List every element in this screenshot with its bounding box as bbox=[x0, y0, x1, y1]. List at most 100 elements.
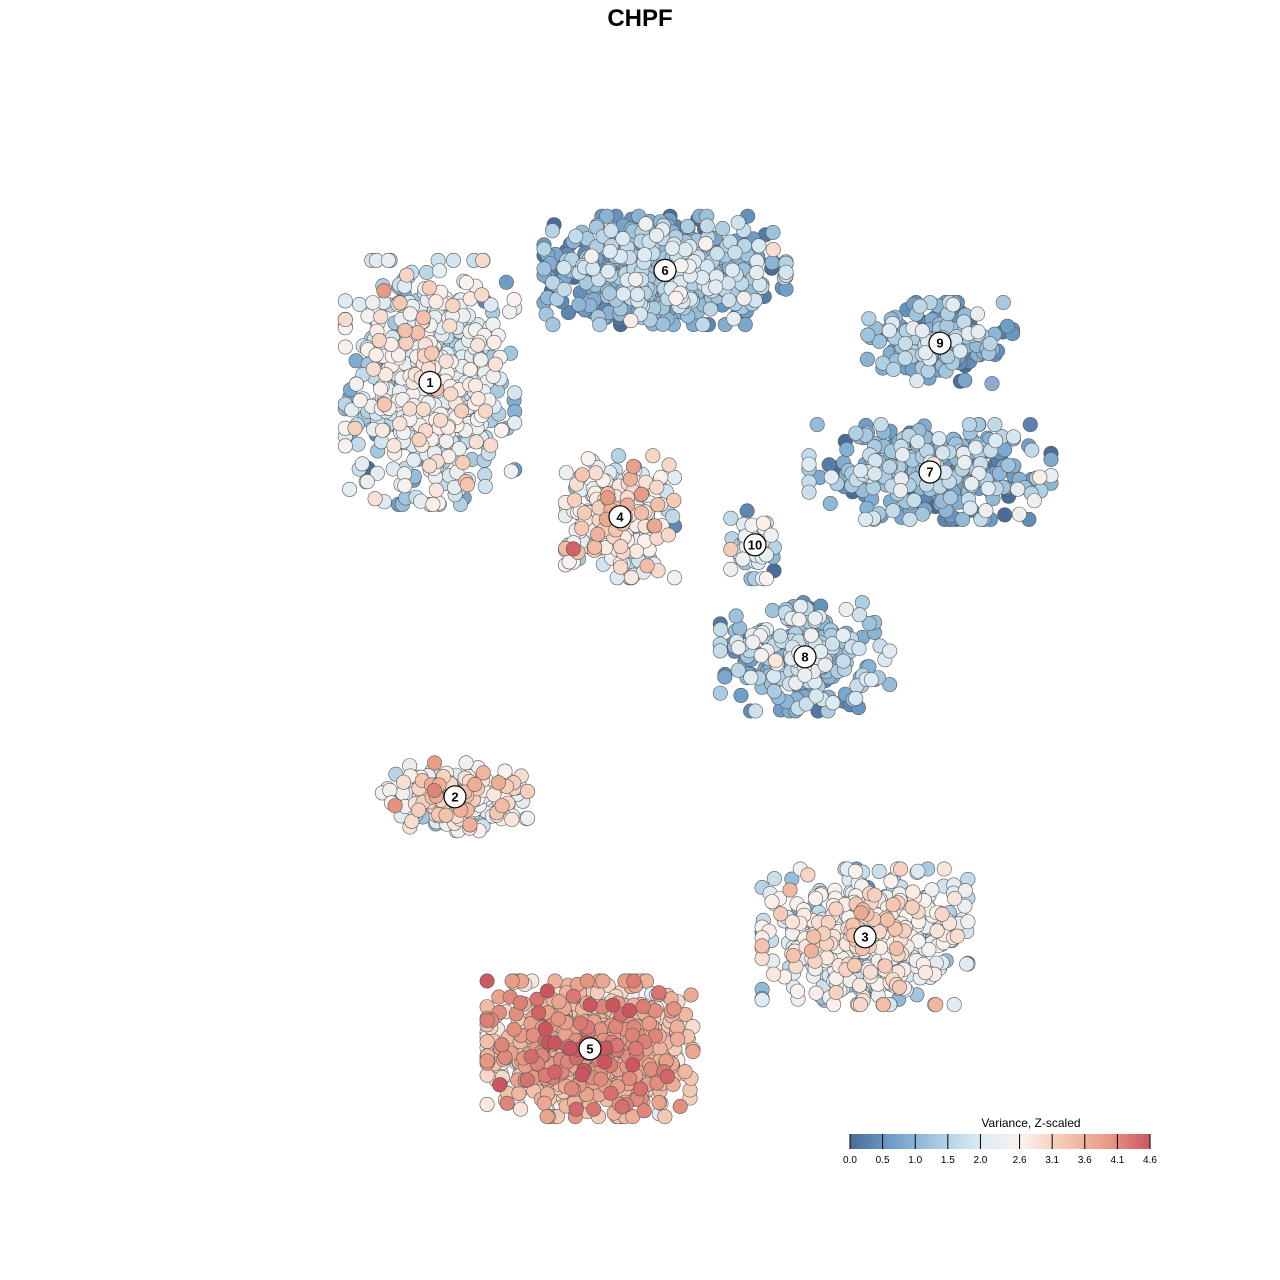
data-point-cluster-7 bbox=[968, 440, 984, 456]
data-point-cluster-3 bbox=[888, 941, 904, 957]
data-point-cluster-3 bbox=[885, 897, 901, 913]
data-point-cluster-8 bbox=[882, 677, 898, 693]
legend-title: Variance, Z-scaled bbox=[981, 1116, 1080, 1130]
data-point-cluster-8 bbox=[730, 662, 746, 678]
data-point-cluster-7 bbox=[980, 480, 996, 496]
data-point-cluster-1 bbox=[470, 391, 486, 407]
data-point-cluster-2 bbox=[494, 798, 510, 814]
data-point-cluster-5 bbox=[513, 1101, 529, 1117]
data-point-cluster-5 bbox=[539, 983, 555, 999]
data-point-cluster-1 bbox=[478, 403, 494, 419]
data-point-cluster-9 bbox=[861, 311, 877, 327]
data-point-cluster-7 bbox=[906, 492, 922, 508]
data-point-cluster-4 bbox=[558, 465, 574, 481]
data-point-cluster-8 bbox=[728, 608, 744, 624]
data-point-cluster-5 bbox=[614, 1099, 630, 1115]
data-point-cluster-8 bbox=[851, 641, 867, 657]
data-point-cluster-5 bbox=[537, 1021, 553, 1037]
data-point-cluster-4 bbox=[660, 527, 676, 543]
data-point-cluster-9 bbox=[885, 361, 901, 377]
data-point-cluster-1 bbox=[415, 401, 431, 417]
data-point-cluster-6 bbox=[599, 208, 615, 224]
data-point-cluster-3 bbox=[879, 912, 895, 928]
data-point-cluster-2 bbox=[404, 813, 420, 829]
data-point-cluster-5 bbox=[511, 1085, 527, 1101]
data-point-cluster-1 bbox=[462, 362, 478, 378]
data-point-cluster-5 bbox=[582, 997, 598, 1013]
data-point-cluster-7 bbox=[801, 484, 817, 500]
legend-tick-label: 4.1 bbox=[1110, 1155, 1124, 1166]
data-point-cluster-9 bbox=[945, 297, 961, 313]
data-point-cluster-7 bbox=[1010, 481, 1026, 497]
data-point-cluster-6 bbox=[600, 263, 616, 279]
cluster-label-text: 9 bbox=[936, 336, 943, 351]
data-point-cluster-3 bbox=[828, 984, 844, 1000]
data-point-cluster-4 bbox=[613, 539, 629, 555]
data-point-cluster-9 bbox=[982, 336, 998, 352]
cluster-label-5: 5 bbox=[578, 1037, 602, 1061]
legend-ticks: 0.0 0.5 1.0 1.5 2.0 2.6 3.1 3.6 4.1 4.6 bbox=[843, 1134, 1157, 1166]
data-point-cluster-5 bbox=[551, 994, 567, 1010]
data-point-cluster-6 bbox=[702, 301, 718, 317]
data-point-cluster-10 bbox=[723, 561, 739, 577]
data-point-cluster-3 bbox=[893, 861, 909, 877]
data-point-cluster-5 bbox=[550, 1011, 566, 1027]
data-point-cluster-1 bbox=[455, 455, 471, 471]
data-point-cluster-7 bbox=[962, 500, 978, 516]
data-point-cluster-6 bbox=[636, 247, 652, 263]
data-point-cluster-7 bbox=[1000, 457, 1016, 473]
data-point-cluster-5 bbox=[632, 1081, 648, 1097]
data-point-cluster-4 bbox=[590, 526, 606, 542]
data-point-cluster-6 bbox=[585, 261, 601, 277]
data-point-cluster-7 bbox=[822, 495, 838, 511]
data-point-cluster-2 bbox=[382, 782, 398, 798]
data-point-cluster-3 bbox=[847, 957, 863, 973]
data-point-cluster-7 bbox=[955, 511, 971, 527]
data-point-cluster-6 bbox=[592, 317, 608, 333]
legend-tick-label: 2.0 bbox=[973, 1155, 987, 1166]
data-point-cluster-6 bbox=[664, 240, 680, 256]
legend-tick-label: 1.0 bbox=[908, 1155, 922, 1166]
cluster-label-circle bbox=[443, 785, 467, 809]
data-point-cluster-8 bbox=[861, 615, 877, 631]
data-point-cluster-5 bbox=[593, 1071, 609, 1087]
data-point-cluster-5 bbox=[547, 973, 563, 989]
data-point-cluster-7 bbox=[873, 417, 889, 433]
data-point-cluster-5 bbox=[536, 1095, 552, 1111]
data-point-cluster-3 bbox=[905, 884, 921, 900]
data-point-cluster-9 bbox=[897, 350, 913, 366]
data-point-cluster-7 bbox=[1032, 469, 1048, 485]
data-point-cluster-6 bbox=[623, 313, 639, 329]
data-point-cluster-3 bbox=[766, 871, 782, 887]
data-point-cluster-7 bbox=[867, 466, 883, 482]
legend-tick-label: 3.6 bbox=[1078, 1155, 1092, 1166]
data-point-cluster-6 bbox=[765, 225, 781, 241]
data-point-cluster-7 bbox=[997, 507, 1013, 523]
data-point-cluster-3 bbox=[785, 947, 801, 963]
data-point-cluster-6 bbox=[749, 264, 765, 280]
data-point-cluster-3 bbox=[847, 863, 863, 879]
data-point-cluster-7 bbox=[1011, 506, 1027, 522]
data-point-cluster-10 bbox=[723, 541, 739, 557]
data-point-cluster-2 bbox=[426, 783, 442, 799]
data-point-cluster-1 bbox=[359, 474, 375, 490]
cluster-label-circle bbox=[653, 258, 677, 282]
data-point-cluster-6 bbox=[584, 248, 600, 264]
data-point-cluster-5 bbox=[563, 1081, 579, 1097]
data-point-cluster-4 bbox=[628, 543, 644, 559]
data-point-cluster-1 bbox=[428, 482, 444, 498]
data-point-cluster-1 bbox=[373, 309, 389, 325]
data-point-cluster-6 bbox=[649, 227, 665, 243]
data-point-cluster-6 bbox=[708, 279, 724, 295]
legend-tick-label: 0.5 bbox=[876, 1155, 890, 1166]
data-point-cluster-8 bbox=[825, 695, 841, 711]
data-point-cluster-2 bbox=[458, 755, 474, 771]
data-point-cluster-3 bbox=[949, 928, 965, 944]
data-point-cluster-8 bbox=[730, 640, 746, 656]
data-point-cluster-7 bbox=[910, 434, 926, 450]
data-point-cluster-1 bbox=[431, 263, 447, 279]
cluster-label-text: 4 bbox=[616, 509, 624, 524]
data-point-cluster-10 bbox=[755, 515, 771, 531]
data-point-cluster-2 bbox=[427, 755, 443, 771]
